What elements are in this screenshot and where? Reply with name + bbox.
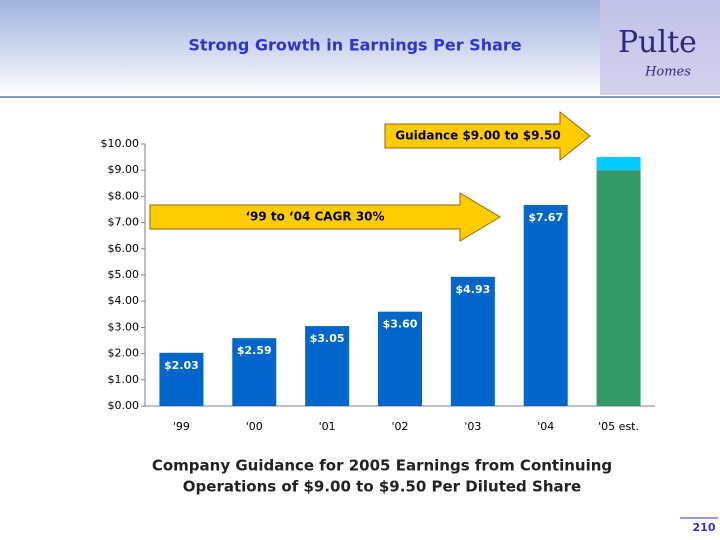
x-tick-label: '03 [464, 420, 481, 433]
x-tick-label: '05 est. [598, 420, 639, 433]
y-tick-label: $4.00 [108, 294, 140, 307]
x-tick-label: '02 [391, 420, 408, 433]
y-tick-label: $7.00 [108, 216, 140, 229]
bar [159, 352, 204, 406]
annotation-arrow [384, 110, 591, 162]
x-tick-label: '04 [537, 420, 554, 433]
logo-sub: Homes [644, 65, 691, 80]
chart-title: Strong Growth in Earnings Per Share [188, 36, 521, 55]
y-tick-label: $0.00 [108, 399, 140, 412]
y-tick-label: $10.00 [101, 137, 140, 150]
data-label: $3.05 [310, 332, 345, 345]
annotation: ‘99 to ‘04 CAGR 30% [245, 210, 384, 224]
page-number: 210 [693, 521, 716, 534]
bar [305, 326, 350, 406]
subtitle: Operations of $9.00 to $9.50 Per Diluted… [183, 478, 581, 496]
bar [450, 276, 495, 406]
y-tick-label: $3.00 [108, 320, 140, 333]
data-label: $4.93 [455, 283, 490, 296]
data-label: $2.03 [164, 359, 199, 372]
x-tick-label: '01 [319, 420, 336, 433]
y-tick-label: $2.00 [108, 347, 140, 360]
logo: Pulte [618, 25, 697, 60]
y-tick-label: $8.00 [108, 189, 140, 202]
annotation: Guidance $9.00 to $9.50 [395, 129, 560, 143]
annotation-arrow [149, 192, 501, 242]
bar [523, 205, 568, 406]
bar [378, 311, 422, 406]
data-label: $2.59 [237, 344, 272, 357]
data-label: $7.67 [528, 211, 563, 224]
y-tick-label: $1.00 [108, 373, 140, 386]
y-tick-label: $5.00 [108, 268, 140, 281]
x-tick-label: '99 [173, 420, 190, 433]
bar [232, 338, 277, 406]
x-tick-label: '00 [246, 420, 263, 433]
subtitle: Company Guidance for 2005 Earnings from … [152, 457, 612, 475]
bar [596, 157, 641, 171]
y-tick-label: $9.00 [108, 163, 140, 176]
data-label: $3.60 [383, 318, 418, 331]
y-tick-label: $6.00 [108, 242, 140, 255]
bar [596, 170, 641, 406]
logo-panel [600, 0, 720, 95]
